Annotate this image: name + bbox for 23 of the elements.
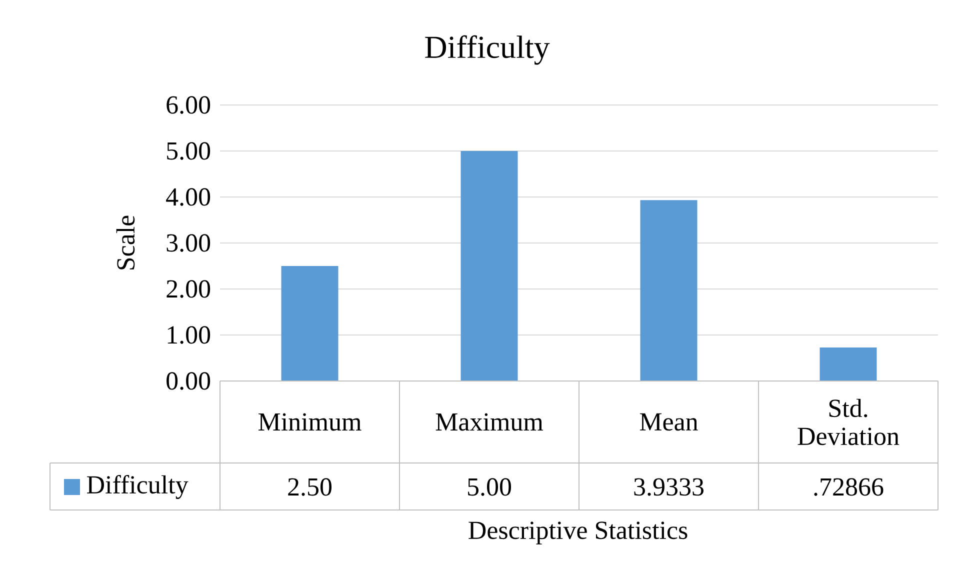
chart-title: Difficulty bbox=[425, 35, 550, 65]
y-axis-title: Scale bbox=[116, 216, 135, 270]
y-tick-label: 1.00 bbox=[168, 326, 210, 344]
y-tick-label: 2.00 bbox=[166, 280, 210, 298]
x-tick-label: Std. Deviation bbox=[798, 398, 900, 446]
text: 3.9333 bbox=[634, 478, 704, 496]
text: .72866 bbox=[814, 478, 884, 496]
bar bbox=[460, 151, 518, 381]
x-tick-label: Mean bbox=[640, 413, 698, 431]
bar bbox=[281, 266, 338, 381]
y-tick-label: 0.00 bbox=[166, 372, 210, 390]
x-tick-label: Maximum bbox=[436, 413, 544, 431]
text: 2.50 bbox=[288, 478, 332, 496]
bar bbox=[640, 200, 698, 381]
y-tick-label: 6.00 bbox=[166, 96, 210, 114]
y-tick-label: 4.00 bbox=[166, 188, 210, 206]
bar bbox=[820, 347, 877, 381]
text: 5.00 bbox=[468, 478, 512, 496]
y-tick-label: 3.00 bbox=[166, 234, 210, 252]
y-tick-label: 5.00 bbox=[167, 142, 210, 160]
x-tick-label: Minimum bbox=[258, 413, 362, 431]
legend-label: Difficulty bbox=[87, 475, 188, 499]
x-axis-title: Descriptive Statistics bbox=[468, 522, 688, 544]
